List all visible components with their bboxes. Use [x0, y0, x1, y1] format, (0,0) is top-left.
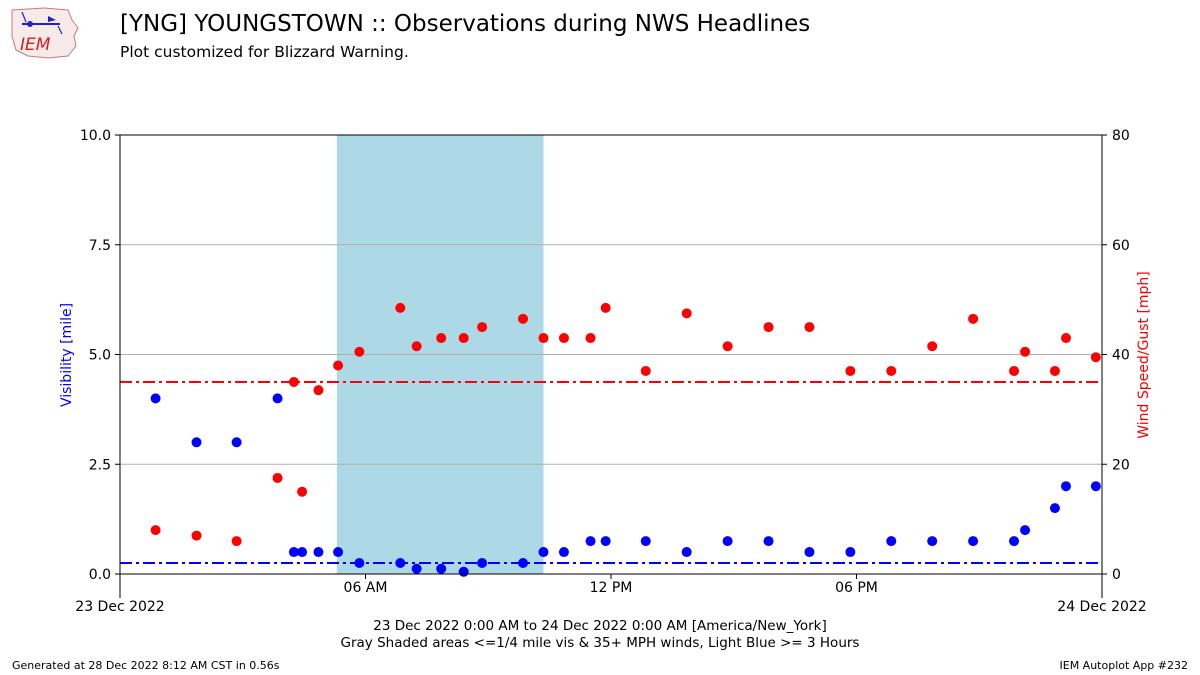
wind-point — [1009, 365, 1020, 376]
visibility-point — [458, 566, 469, 577]
wind-point — [640, 365, 651, 376]
y-right-tick-label: 60 — [1112, 238, 1130, 254]
svg-text:IEM: IEM — [20, 35, 51, 55]
wind-point — [600, 302, 611, 313]
visibility-point — [395, 558, 406, 569]
wind-point — [231, 536, 242, 547]
wind-point — [722, 341, 733, 352]
x-tick-label: 23 Dec 2022 — [75, 599, 164, 615]
visibility-point — [436, 563, 447, 574]
visibility-point — [411, 563, 422, 574]
visibility-point — [191, 437, 202, 448]
chart-title: [YNG] YOUNGSTOWN :: Observations during … — [120, 11, 811, 37]
wind-point — [845, 365, 856, 376]
chart-subtitle: Plot customized for Blizzard Warning. — [120, 43, 409, 61]
visibility-point — [333, 547, 344, 558]
data-points — [150, 302, 1101, 577]
visibility-point — [231, 437, 242, 448]
wind-point — [150, 525, 161, 536]
visibility-point — [681, 547, 692, 558]
wind-point — [1060, 333, 1071, 344]
x-tick-label: 12 PM — [590, 580, 633, 596]
wind-point — [191, 530, 202, 541]
x-tick-label: 24 Dec 2022 — [1057, 599, 1146, 615]
y-left-tick-label: 2.5 — [89, 457, 111, 473]
visibility-point — [600, 536, 611, 547]
x-tick-label: 06 PM — [835, 580, 878, 596]
visibility-point — [1020, 525, 1031, 536]
x-axis-title-line2: Gray Shaded areas <=1/4 mile vis & 35+ M… — [340, 635, 860, 651]
y-left-tick-label: 0.0 — [89, 567, 111, 583]
visibility-point — [886, 536, 897, 547]
x-tick-label: 06 AM — [344, 580, 388, 596]
visibility-point — [518, 558, 529, 569]
y-left-tick-label: 10.0 — [80, 128, 111, 144]
y-right-tick-label: 0 — [1112, 567, 1121, 583]
wind-point — [681, 308, 692, 319]
wind-point — [436, 333, 447, 344]
y-left-tick-label: 7.5 — [89, 238, 111, 254]
visibility-point — [558, 547, 569, 558]
wind-point — [763, 322, 774, 333]
wind-point — [477, 322, 488, 333]
y-right-tick-label: 20 — [1112, 457, 1130, 473]
gridlines — [120, 134, 1102, 465]
wind-point — [395, 302, 406, 313]
wind-point — [1090, 352, 1101, 363]
wind-point — [411, 341, 422, 352]
visibility-point — [968, 536, 979, 547]
wind-point — [1049, 365, 1060, 376]
y-right-tick-label: 80 — [1112, 128, 1130, 144]
visibility-point — [538, 547, 549, 558]
visibility-point — [585, 536, 596, 547]
wind-point — [272, 472, 283, 483]
wind-point — [558, 333, 569, 344]
wind-point — [886, 365, 897, 376]
visibility-point — [1090, 481, 1101, 492]
axes: 0.0 2.5 5.0 7.5 10.0 0 20 40 60 80 23 Dec 2022 06 A… — [75, 128, 1146, 615]
wind-point — [458, 333, 469, 344]
x-axis-title-line1: 23 Dec 2022 0:00 AM to 24 Dec 2022 0:00 … — [373, 618, 827, 634]
visibility-point — [354, 558, 365, 569]
visibility-point — [477, 558, 488, 569]
wind-point — [354, 346, 365, 357]
visibility-point — [722, 536, 733, 547]
visibility-point — [1060, 481, 1071, 492]
wind-point — [585, 333, 596, 344]
visibility-point — [150, 393, 161, 404]
wind-point — [804, 322, 815, 333]
visibility-point — [927, 536, 938, 547]
y-left-tick-label: 5.0 — [89, 348, 111, 364]
visibility-point — [1049, 503, 1060, 514]
y-axis-label-left: Visibility [mile] — [59, 303, 75, 407]
footer-app: IEM Autoplot App #232 — [1059, 659, 1189, 672]
visibility-point — [804, 547, 815, 558]
visibility-point — [297, 547, 308, 558]
wind-point — [1020, 346, 1031, 357]
wind-point — [927, 341, 938, 352]
wind-point — [288, 376, 299, 387]
wind-point — [518, 313, 529, 324]
wind-point — [538, 333, 549, 344]
wind-point — [313, 385, 324, 396]
visibility-point — [272, 393, 283, 404]
visibility-point — [763, 536, 774, 547]
iem-logo: IEM — [8, 6, 80, 60]
wind-point — [333, 360, 344, 371]
y-axis-label-right: Wind Speed/Gust [mph] — [1136, 271, 1152, 439]
visibility-point — [1009, 536, 1020, 547]
visibility-point — [640, 536, 651, 547]
visibility-point — [845, 547, 856, 558]
visibility-point — [313, 547, 324, 558]
footer-generated: Generated at 28 Dec 2022 8:12 AM CST in … — [12, 659, 280, 672]
y-right-tick-label: 40 — [1112, 348, 1130, 364]
visibility-point — [288, 547, 299, 558]
wind-point — [297, 486, 308, 497]
wind-point — [968, 313, 979, 324]
